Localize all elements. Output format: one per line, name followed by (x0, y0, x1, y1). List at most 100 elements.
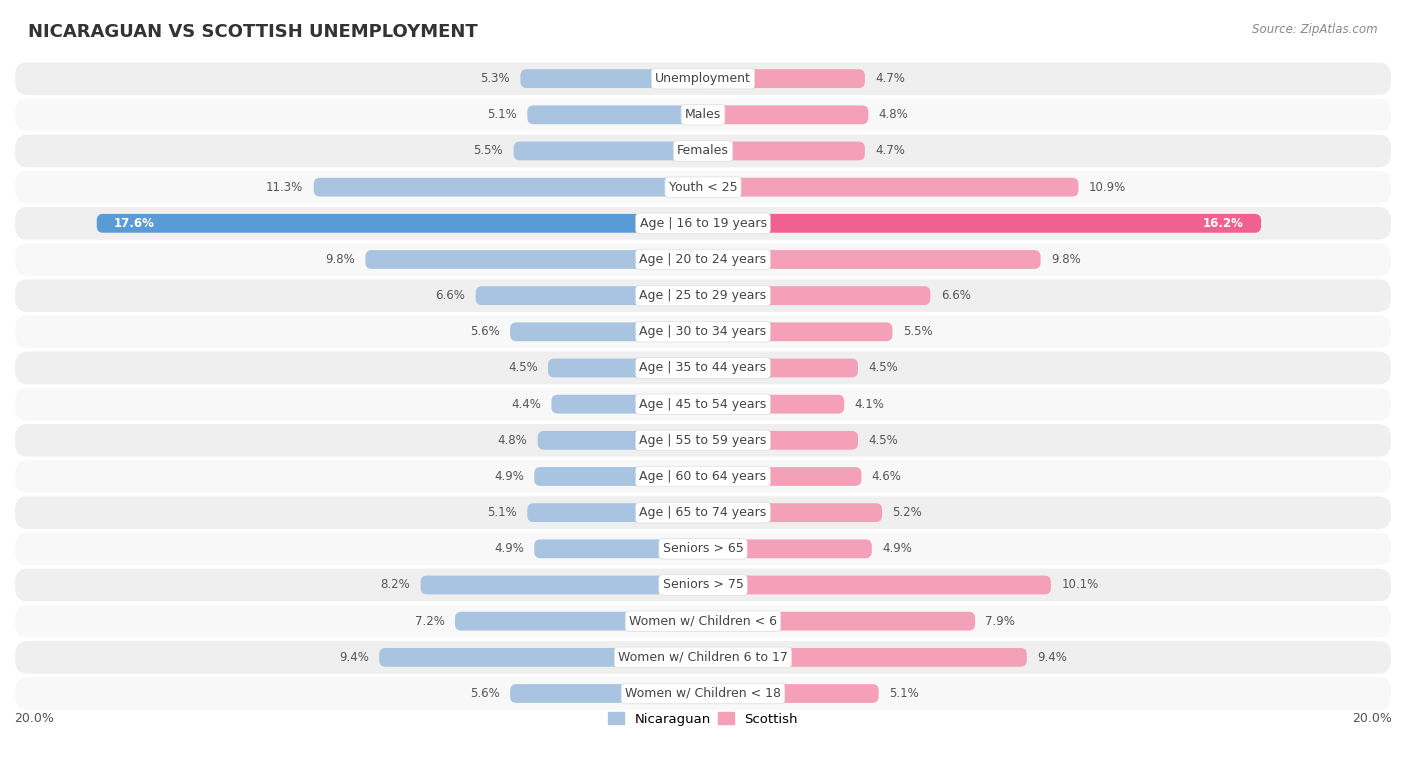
Text: 5.3%: 5.3% (481, 72, 510, 85)
FancyBboxPatch shape (510, 684, 703, 703)
Text: Seniors > 75: Seniors > 75 (662, 578, 744, 591)
Text: 10.9%: 10.9% (1088, 181, 1126, 194)
FancyBboxPatch shape (14, 531, 1392, 566)
Text: 4.8%: 4.8% (498, 434, 527, 447)
FancyBboxPatch shape (537, 431, 703, 450)
Text: Age | 16 to 19 years: Age | 16 to 19 years (640, 217, 766, 230)
Text: 5.5%: 5.5% (903, 326, 932, 338)
Text: 7.2%: 7.2% (415, 615, 444, 628)
FancyBboxPatch shape (703, 286, 931, 305)
Text: 5.5%: 5.5% (474, 145, 503, 157)
FancyBboxPatch shape (14, 495, 1392, 530)
Text: 4.5%: 4.5% (869, 362, 898, 375)
Text: 5.1%: 5.1% (889, 687, 918, 700)
FancyBboxPatch shape (97, 214, 703, 232)
FancyBboxPatch shape (14, 134, 1392, 168)
Text: 4.7%: 4.7% (875, 145, 905, 157)
Text: 4.9%: 4.9% (494, 542, 524, 556)
FancyBboxPatch shape (703, 69, 865, 88)
FancyBboxPatch shape (380, 648, 703, 667)
Text: 6.6%: 6.6% (436, 289, 465, 302)
FancyBboxPatch shape (551, 394, 703, 413)
FancyBboxPatch shape (14, 314, 1392, 349)
Text: 11.3%: 11.3% (266, 181, 304, 194)
FancyBboxPatch shape (420, 575, 703, 594)
FancyBboxPatch shape (14, 61, 1392, 96)
Text: 10.1%: 10.1% (1062, 578, 1098, 591)
FancyBboxPatch shape (14, 350, 1392, 385)
FancyBboxPatch shape (703, 250, 1040, 269)
Text: 9.4%: 9.4% (339, 651, 368, 664)
Text: 9.4%: 9.4% (1038, 651, 1067, 664)
Text: Youth < 25: Youth < 25 (669, 181, 737, 194)
Text: Age | 55 to 59 years: Age | 55 to 59 years (640, 434, 766, 447)
Text: 8.2%: 8.2% (381, 578, 411, 591)
FancyBboxPatch shape (366, 250, 703, 269)
FancyBboxPatch shape (14, 170, 1392, 204)
Text: 4.4%: 4.4% (512, 397, 541, 410)
Text: 4.5%: 4.5% (508, 362, 537, 375)
Text: 4.5%: 4.5% (869, 434, 898, 447)
Text: 20.0%: 20.0% (14, 712, 53, 724)
FancyBboxPatch shape (703, 648, 1026, 667)
FancyBboxPatch shape (534, 467, 703, 486)
FancyBboxPatch shape (14, 279, 1392, 313)
Text: 5.1%: 5.1% (488, 108, 517, 121)
FancyBboxPatch shape (513, 142, 703, 160)
FancyBboxPatch shape (703, 684, 879, 703)
FancyBboxPatch shape (703, 503, 882, 522)
FancyBboxPatch shape (534, 540, 703, 558)
FancyBboxPatch shape (703, 322, 893, 341)
Text: Age | 45 to 54 years: Age | 45 to 54 years (640, 397, 766, 410)
Text: 9.8%: 9.8% (325, 253, 356, 266)
FancyBboxPatch shape (14, 604, 1392, 638)
Text: 20.0%: 20.0% (1353, 712, 1392, 724)
FancyBboxPatch shape (703, 431, 858, 450)
FancyBboxPatch shape (703, 612, 976, 631)
Text: Women w/ Children < 18: Women w/ Children < 18 (626, 687, 780, 700)
FancyBboxPatch shape (456, 612, 703, 631)
Text: 5.6%: 5.6% (470, 687, 499, 700)
Text: Women w/ Children < 6: Women w/ Children < 6 (628, 615, 778, 628)
FancyBboxPatch shape (14, 387, 1392, 422)
Text: 17.6%: 17.6% (114, 217, 155, 230)
FancyBboxPatch shape (475, 286, 703, 305)
Text: Age | 65 to 74 years: Age | 65 to 74 years (640, 506, 766, 519)
FancyBboxPatch shape (703, 575, 1050, 594)
FancyBboxPatch shape (520, 69, 703, 88)
Text: 4.8%: 4.8% (879, 108, 908, 121)
Text: 16.2%: 16.2% (1204, 217, 1244, 230)
Text: 5.2%: 5.2% (893, 506, 922, 519)
FancyBboxPatch shape (703, 359, 858, 378)
Text: Females: Females (678, 145, 728, 157)
Text: NICARAGUAN VS SCOTTISH UNEMPLOYMENT: NICARAGUAN VS SCOTTISH UNEMPLOYMENT (28, 23, 478, 41)
Text: Age | 25 to 29 years: Age | 25 to 29 years (640, 289, 766, 302)
Text: 5.6%: 5.6% (470, 326, 499, 338)
Text: 4.9%: 4.9% (494, 470, 524, 483)
Text: Unemployment: Unemployment (655, 72, 751, 85)
Text: 6.6%: 6.6% (941, 289, 970, 302)
Text: 4.9%: 4.9% (882, 542, 912, 556)
FancyBboxPatch shape (14, 676, 1392, 711)
FancyBboxPatch shape (14, 206, 1392, 241)
FancyBboxPatch shape (14, 423, 1392, 458)
Text: 4.7%: 4.7% (875, 72, 905, 85)
Text: 4.1%: 4.1% (855, 397, 884, 410)
Legend: Nicaraguan, Scottish: Nicaraguan, Scottish (603, 707, 803, 731)
FancyBboxPatch shape (548, 359, 703, 378)
Text: 4.6%: 4.6% (872, 470, 901, 483)
FancyBboxPatch shape (703, 178, 1078, 197)
FancyBboxPatch shape (14, 640, 1392, 674)
FancyBboxPatch shape (703, 540, 872, 558)
FancyBboxPatch shape (14, 98, 1392, 132)
Text: 5.1%: 5.1% (488, 506, 517, 519)
FancyBboxPatch shape (703, 214, 1261, 232)
Text: Age | 30 to 34 years: Age | 30 to 34 years (640, 326, 766, 338)
FancyBboxPatch shape (510, 322, 703, 341)
FancyBboxPatch shape (703, 142, 865, 160)
FancyBboxPatch shape (703, 105, 869, 124)
Text: Males: Males (685, 108, 721, 121)
FancyBboxPatch shape (14, 459, 1392, 494)
FancyBboxPatch shape (14, 242, 1392, 277)
FancyBboxPatch shape (527, 105, 703, 124)
